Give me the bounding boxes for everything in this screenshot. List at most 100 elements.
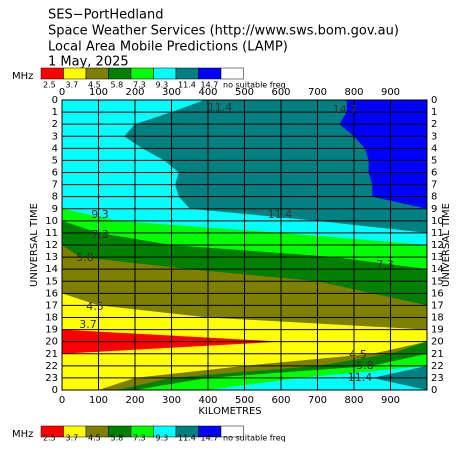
y-tick-label: 23	[45, 373, 58, 384]
legend-swatch	[40, 67, 64, 80]
legend-swatch	[63, 67, 87, 80]
y-tick-label: 12	[431, 240, 444, 251]
title-line: Space Weather Services (http://www.sws.b…	[48, 24, 399, 39]
legend-swatch	[130, 67, 154, 80]
contour-label: 11.4	[268, 208, 293, 221]
y-tick-label: 13	[431, 252, 444, 263]
y-tick-label: 19	[45, 325, 58, 336]
y-tick-label: 2	[431, 119, 437, 130]
legend-swatch	[108, 67, 132, 80]
contour-label: 11.4	[348, 371, 373, 384]
y-tick-label: 7	[431, 180, 437, 191]
y-tick-label: 12	[45, 240, 58, 251]
x-tick-label: 0	[59, 87, 65, 98]
x-tick-label: 100	[89, 395, 108, 406]
y-tick-label: 0	[52, 95, 58, 106]
y-tick-label: 21	[45, 349, 58, 360]
y-tick-label: 13	[45, 252, 58, 263]
legend-label: 9.3	[156, 434, 169, 443]
x-tick-label: 900	[381, 395, 400, 406]
contour-label: 7.3	[376, 258, 394, 271]
legend-label: 14.7	[201, 81, 219, 90]
x-tick-label: 300	[162, 87, 181, 98]
y-tick-label: 0	[431, 385, 437, 396]
x-tick-label: 400	[198, 87, 217, 98]
y-tick-label: 1	[431, 107, 437, 118]
y-tick-label: 17	[431, 300, 444, 311]
plot-frame	[61, 99, 428, 391]
x-tick-label: 800	[344, 395, 363, 406]
title-line: Local Area Mobile Predictions (LAMP)	[48, 40, 288, 55]
legend-label: 14.7	[201, 434, 219, 443]
y-tick-label: 11	[45, 228, 58, 239]
x-tick-label: 900	[381, 87, 400, 98]
x-tick-label: 200	[125, 87, 144, 98]
y-tick-label: 20	[431, 337, 444, 348]
contour-label: 14.7	[333, 103, 358, 116]
y-tick-label: 10	[431, 216, 444, 227]
y-tick-label: 1	[52, 107, 58, 118]
contour-label: 9.3	[91, 208, 109, 221]
y-tick-label: 18	[45, 313, 58, 324]
y-tick-label: 0	[431, 95, 437, 106]
y-tick-label: 4	[431, 143, 437, 154]
legend-swatch	[198, 67, 222, 80]
legend-label: 11.4	[178, 81, 196, 90]
y-tick-label: 6	[431, 168, 437, 179]
y-tick-label: 9	[52, 204, 58, 215]
y-tick-label: 6	[52, 168, 58, 179]
y-tick-label: 18	[431, 313, 444, 324]
title-line: SES−PortHedland	[48, 8, 163, 23]
y-tick-label: 14	[431, 264, 444, 275]
y-tick-label: 16	[45, 288, 58, 299]
legend-label: 3.7	[66, 434, 79, 443]
y-tick-label: 0	[52, 385, 58, 396]
legend-unit: MHz	[12, 71, 33, 82]
legend-label: 2.5	[43, 81, 56, 90]
y-tick-label: 3	[52, 131, 58, 142]
legend-label: 5.8	[111, 434, 124, 443]
legend-label: no suitable freq	[223, 81, 286, 90]
y-axis-title: UNIVERSAL TIME	[441, 203, 452, 287]
x-axis-title: KILOMETRES	[198, 406, 261, 417]
contour-label: 5.8	[356, 359, 374, 372]
y-tick-label: 23	[431, 373, 444, 384]
x-tick-label: 700	[308, 395, 327, 406]
y-tick-label: 15	[45, 276, 58, 287]
y-tick-label: 5	[431, 155, 437, 166]
x-tick-label: 600	[271, 87, 290, 98]
y-tick-label: 20	[45, 337, 58, 348]
x-tick-label: 500	[235, 87, 254, 98]
legend-swatch	[85, 67, 109, 80]
x-tick-label: 300	[162, 395, 181, 406]
legend-unit: MHz	[12, 429, 33, 440]
y-tick-label: 8	[431, 192, 437, 203]
y-tick-label: 19	[431, 325, 444, 336]
legend-label: 11.4	[178, 434, 196, 443]
legend-label: 9.3	[156, 81, 169, 90]
contour-label: 4.5	[86, 300, 104, 313]
y-tick-label: 14	[45, 264, 58, 275]
x-tick-label: 0	[59, 395, 65, 406]
legend-swatch	[153, 67, 177, 80]
y-tick-label: 4	[52, 143, 58, 154]
contour-label: 4.5	[349, 348, 367, 361]
y-tick-label: 22	[45, 361, 58, 372]
y-tick-label: 17	[45, 300, 58, 311]
legend-swatch	[175, 67, 199, 80]
y-tick-label: 7	[52, 180, 58, 191]
x-tick-label: 600	[271, 395, 290, 406]
legend-swatch	[220, 425, 244, 438]
legend-label: 4.5	[88, 434, 101, 443]
x-tick-label: 400	[198, 395, 217, 406]
legend-swatch	[220, 67, 244, 80]
y-tick-label: 2	[52, 119, 58, 130]
y-axis-title: UNIVERSAL TIME	[29, 203, 40, 287]
y-tick-label: 21	[431, 349, 444, 360]
contour-label: 3.7	[79, 318, 97, 331]
title-line: 1 May, 2025	[48, 55, 129, 70]
legend-label: 7.3	[133, 81, 146, 90]
legend-label: 3.7	[66, 81, 79, 90]
